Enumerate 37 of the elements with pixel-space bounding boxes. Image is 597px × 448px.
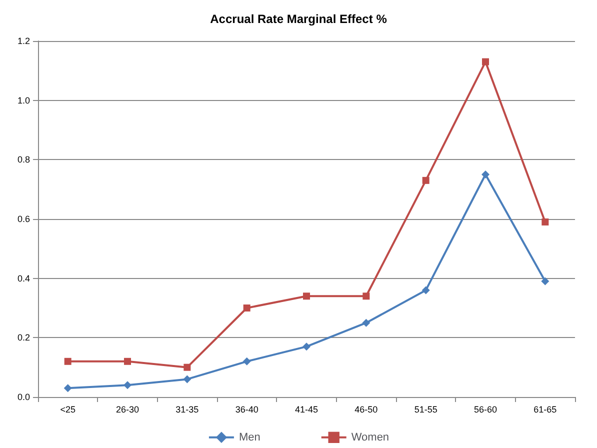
y-tick-label: 0.6 xyxy=(17,214,30,224)
legend-label: Women xyxy=(351,431,390,444)
point xyxy=(422,176,430,184)
point xyxy=(124,358,131,365)
point xyxy=(64,358,72,365)
point xyxy=(124,381,132,390)
x-tick-label: 61-65 xyxy=(534,404,557,414)
point xyxy=(184,364,191,371)
x-tick-label: 26-30 xyxy=(116,404,140,414)
point xyxy=(243,304,250,312)
point xyxy=(302,342,310,351)
x-tick-label: 31-35 xyxy=(176,404,199,414)
point xyxy=(362,292,370,300)
x-tick-label: 51-55 xyxy=(414,404,438,414)
x-tick-label: 36-40 xyxy=(235,404,258,414)
x-tick-label: 41-45 xyxy=(294,404,318,414)
y-tick-label: 1.2 xyxy=(17,36,30,46)
point xyxy=(541,277,550,286)
y-tick-label: 0.4 xyxy=(17,273,30,284)
point xyxy=(183,375,192,384)
point xyxy=(242,357,251,366)
point xyxy=(542,218,549,226)
y-tick-label: 1.0 xyxy=(17,95,30,106)
x-tick-label: 46-50 xyxy=(354,404,378,414)
x-tick-label: <25 xyxy=(60,404,76,414)
point xyxy=(482,170,490,178)
point xyxy=(362,318,370,327)
point xyxy=(303,292,310,300)
y-tick-label: 0.8 xyxy=(17,154,30,165)
point xyxy=(422,286,430,294)
y-tick-label: 0.2 xyxy=(17,332,30,343)
chart-title: Accrual Rate Marginal Effect % xyxy=(210,12,388,26)
y-tick-label: 0.0 xyxy=(17,392,30,402)
point xyxy=(64,384,72,392)
legend-label: Men xyxy=(238,431,260,444)
x-tick-label: 56-60 xyxy=(474,404,498,414)
point xyxy=(482,58,489,66)
